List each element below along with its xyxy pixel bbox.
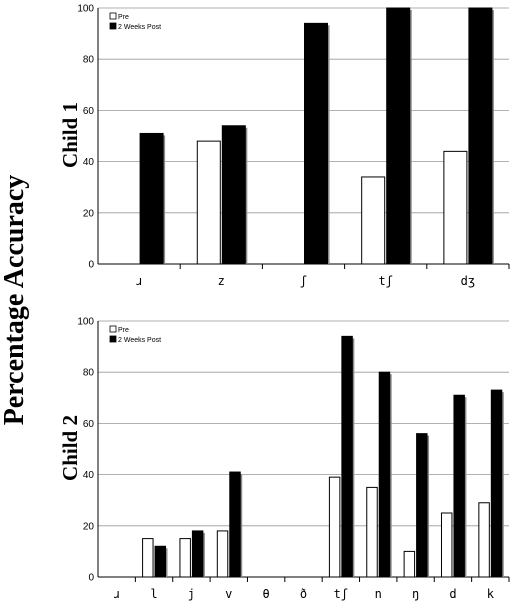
bar-pre xyxy=(142,538,154,578)
x-tick-label: k xyxy=(487,587,495,601)
y-tick-label: 100 xyxy=(77,317,94,328)
y-tick-label: 60 xyxy=(83,106,95,117)
bar-pre xyxy=(443,150,468,265)
panel-label-child-1: Child 1 xyxy=(58,102,82,168)
x-tick-label: j xyxy=(188,587,195,601)
x-tick-label: dʒ xyxy=(461,274,475,288)
legend-label: 2 Weeks Post xyxy=(118,24,161,31)
x-tick-label: ɹ xyxy=(113,587,120,601)
y-tick-label: 40 xyxy=(83,157,95,168)
y-tick-label: 80 xyxy=(83,368,95,379)
x-tick-label: n xyxy=(375,587,382,601)
x-tick-label: ŋ xyxy=(412,587,419,601)
bar-post xyxy=(468,7,493,265)
legend-label: Pre xyxy=(118,327,129,334)
bar-post xyxy=(304,22,329,265)
x-tick-label: d xyxy=(449,587,456,601)
legend-swatch xyxy=(109,12,117,20)
x-tick-label: v xyxy=(225,587,232,601)
chart-panel-child-1: Child 1 0 20 40 60 80 100 ɹ z ʃ tʃ dʒ Pre 2 Weeks Po… xyxy=(58,4,510,288)
bar-post xyxy=(139,132,164,265)
chart-panel-child-2: Child 2 0 20 40 60 80 100 ɹ l j v θ ð tʃ n ŋ d k Pre 2 Wee… xyxy=(58,317,510,601)
bar-pre xyxy=(328,476,341,578)
legend-swatch xyxy=(109,325,117,333)
bar-pre xyxy=(366,486,378,578)
x-tick-label: ʃ xyxy=(300,274,307,288)
y-tick-label: 80 xyxy=(83,55,95,66)
legend-label: Pre xyxy=(118,14,129,21)
x-tick-label: ɹ xyxy=(135,274,142,288)
bar-post xyxy=(453,394,465,578)
y-tick-label: 0 xyxy=(88,573,94,584)
x-tick-label: ð xyxy=(300,587,307,601)
y-tick-label: 100 xyxy=(77,4,94,15)
bar-post xyxy=(416,433,428,578)
legend-swatch xyxy=(109,22,117,30)
panel-label-child-2: Child 2 xyxy=(58,415,82,481)
y-tick-label: 20 xyxy=(83,208,95,219)
bar-post xyxy=(221,125,246,265)
bar-pre xyxy=(478,502,490,578)
bar-pre xyxy=(196,140,221,265)
figure-ylabel: Percentage Accuracy xyxy=(0,175,30,426)
bar-pre xyxy=(440,512,453,578)
y-tick-label: 20 xyxy=(83,521,95,532)
legend-swatch xyxy=(109,335,117,343)
bar-post xyxy=(341,335,353,578)
bar-post xyxy=(386,7,411,265)
y-tick-label: 60 xyxy=(83,419,95,430)
x-tick-label: θ xyxy=(263,587,270,601)
x-tick-label: tʃ xyxy=(334,587,348,601)
x-tick-label: z xyxy=(218,274,225,288)
x-tick-label: tʃ xyxy=(378,274,392,288)
legend-label: 2 Weeks Post xyxy=(118,337,161,344)
bar-pre xyxy=(403,550,416,578)
bar-pre xyxy=(361,176,386,265)
y-tick-label: 0 xyxy=(88,260,94,271)
y-tick-label: 40 xyxy=(83,470,95,481)
bar-post xyxy=(154,545,167,578)
x-tick-label: l xyxy=(150,587,157,601)
bar-post xyxy=(490,389,503,578)
bar-post xyxy=(229,471,241,578)
bar-pre xyxy=(179,538,191,578)
bar-post xyxy=(191,530,204,578)
bar-post xyxy=(378,371,391,578)
bar-pre xyxy=(216,530,229,578)
